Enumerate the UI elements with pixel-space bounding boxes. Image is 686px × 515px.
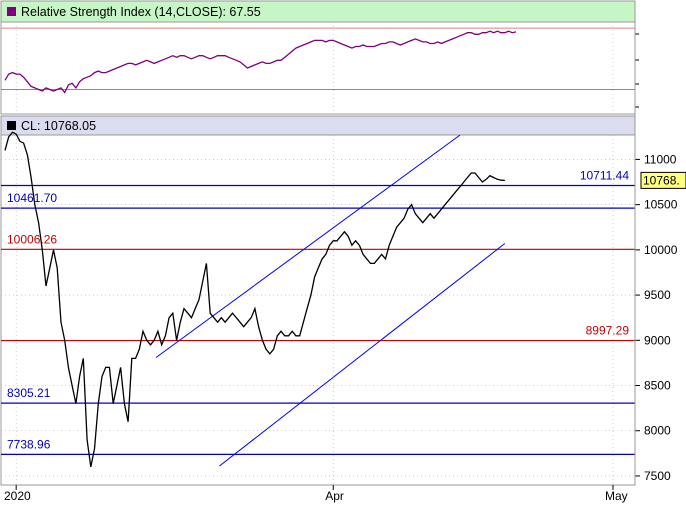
trendline-0: [155, 134, 461, 358]
hline-label-4: 8305.21: [7, 386, 51, 400]
ytick-label-6: 8000: [644, 424, 671, 438]
rsi-title: Relative Strength Index (14,CLOSE): 67.5…: [21, 5, 261, 19]
rsi-panel: Relative Strength Index (14,CLOSE): 67.5…: [0, 0, 639, 115]
price-panel: CL: 10768.05 10711.44 10461.70 10006.26 899…: [0, 115, 686, 503]
ytick-label-7: 7500: [644, 469, 671, 483]
rsi-series-line: [4, 30, 517, 94]
xtick-label-2: May: [605, 489, 628, 503]
last-value-box: 10768.: [640, 171, 686, 189]
rsi-plot-area: [0, 21, 636, 115]
price-series-line: [4, 131, 505, 468]
price-title: CL: 10768.05: [21, 119, 96, 133]
ytick-label-3: 9500: [644, 288, 671, 302]
last-value-bg: [640, 171, 686, 189]
rsi-levels: [1, 27, 639, 108]
hline-label-1: 10461.70: [7, 191, 57, 205]
price-header-icon: [7, 121, 16, 130]
last-value-label: 10768.: [643, 173, 680, 187]
xtick-label-1: Apr: [325, 489, 344, 503]
price-horizontal-lines: 10711.44 10461.70 10006.26 8997.29 8305.21 77…: [1, 169, 635, 455]
ytick-label-2: 10000: [644, 243, 678, 257]
price-header: [0, 115, 636, 136]
price-plot-area: [0, 134, 636, 486]
hline-label-0: 10711.44: [580, 169, 629, 183]
rsi-header-icon: [7, 7, 16, 16]
ytick-label-1: 10500: [644, 198, 678, 212]
ytick-label-4: 9000: [644, 333, 671, 347]
trendline-1: [219, 243, 506, 467]
price-trendlines: [155, 134, 506, 467]
xtick-label-0: 2020: [4, 489, 31, 503]
hline-label-2: 10006.26: [7, 232, 57, 246]
price-x-axis: 2020AprMayJunJul: [1, 484, 635, 503]
hline-label-5: 7738.96: [7, 437, 51, 451]
ytick-label-0: 11000: [644, 152, 677, 166]
hline-label-3: 8997.29: [586, 324, 630, 338]
price-y-axis: 11000 10500 10000 9500 9000 8500 8000 7500: [635, 152, 678, 483]
rsi-grid: [15, 22, 614, 114]
ytick-label-5: 8500: [644, 379, 671, 393]
